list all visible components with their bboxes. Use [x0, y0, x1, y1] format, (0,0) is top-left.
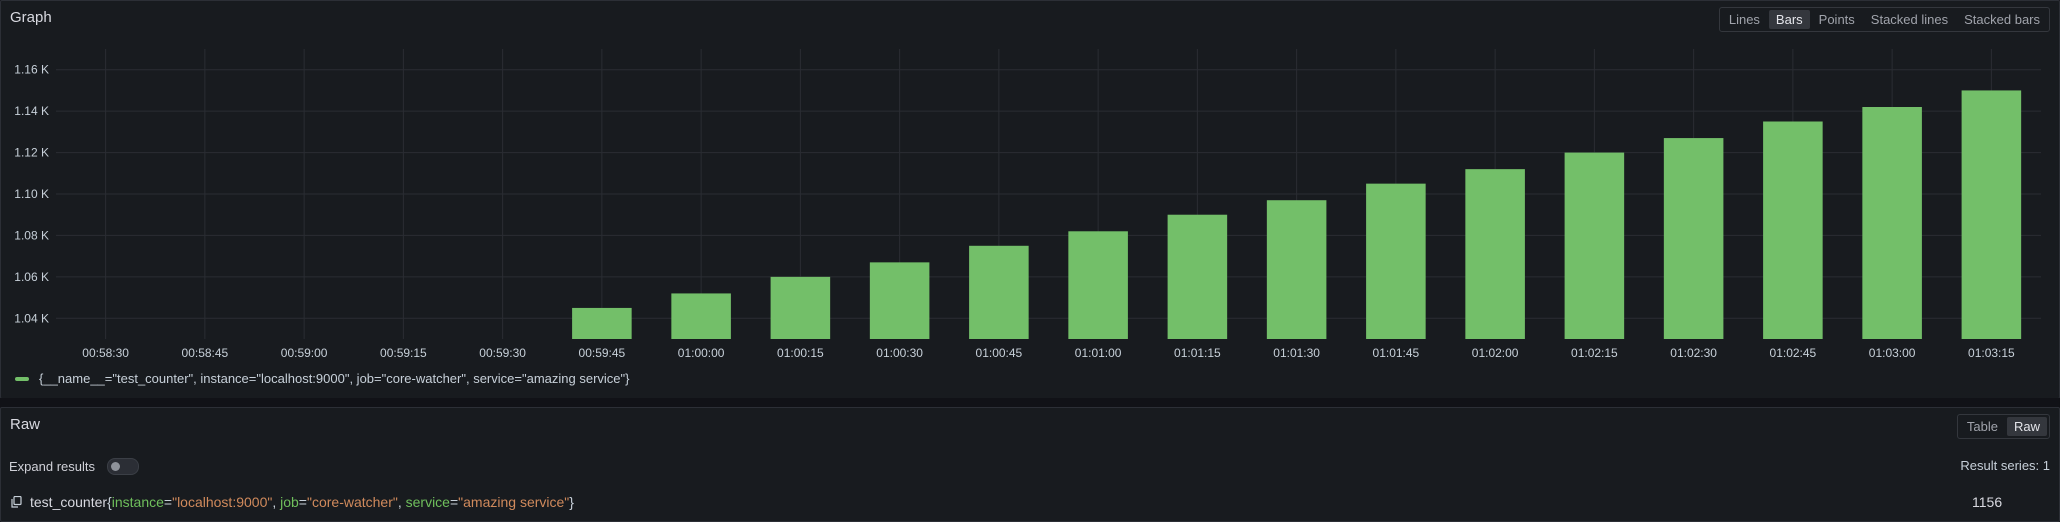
x-tick-label: 00:59:15 — [380, 346, 427, 360]
x-tick-label: 01:01:15 — [1174, 346, 1221, 360]
label-key-service: service — [405, 494, 450, 510]
bar — [671, 293, 731, 339]
series-value: 1156 — [1972, 494, 2003, 510]
bar — [1465, 169, 1525, 339]
x-tick-label: 01:02:45 — [1770, 346, 1817, 360]
y-tick-label: 1.04 K — [14, 311, 49, 325]
label-key-job: job — [280, 494, 299, 510]
x-tick-label: 01:02:00 — [1472, 346, 1519, 360]
bar-chart[interactable]: 1.04 K 1.06 K 1.08 K 1.10 K 1.12 K 1.14 K 1.16… — [1, 41, 2059, 366]
mode-lines-button[interactable]: Lines — [1728, 12, 1760, 27]
bar — [869, 262, 930, 339]
x-tick-label: 01:00:15 — [777, 346, 824, 360]
legend-label: {__name__="test_counter", instance="loca… — [39, 371, 630, 386]
bar — [1068, 231, 1128, 339]
label-value-instance: "localhost:9000" — [172, 494, 273, 510]
x-tick-label: 01:00:00 — [678, 346, 725, 360]
x-tick-label: 00:59:30 — [479, 346, 526, 360]
x-tick-label: 01:00:30 — [876, 346, 923, 360]
chart-legend[interactable]: {__name__="test_counter", instance="loca… — [15, 371, 629, 386]
x-tick-label: 00:59:00 — [281, 346, 328, 360]
x-tick-label: 01:03:15 — [1968, 346, 2015, 360]
x-tick-label: 01:00:45 — [976, 346, 1023, 360]
bar — [1167, 214, 1228, 339]
y-tick-label: 1.14 K — [14, 104, 49, 118]
x-tick-label: 00:59:45 — [579, 346, 626, 360]
x-tick-label: 01:01:45 — [1373, 346, 1420, 360]
series-row: test_counter{instance="localhost:9000", … — [11, 494, 574, 510]
bar — [1663, 138, 1724, 339]
bar — [1862, 107, 1922, 339]
result-series-count: Result series: 1 — [1960, 458, 2050, 473]
series-expression: test_counter{instance="localhost:9000", … — [30, 494, 574, 510]
x-tick-label: 01:01:00 — [1075, 346, 1122, 360]
bar — [969, 245, 1029, 339]
graph-title: Graph — [10, 9, 52, 26]
mode-stacked-bars-button[interactable]: Stacked bars — [1964, 12, 2040, 27]
label-value-job: "core-watcher" — [306, 494, 398, 510]
x-tick-label: 01:03:00 — [1869, 346, 1916, 360]
y-tick-label: 1.16 K — [14, 63, 49, 77]
expand-results-toggle[interactable] — [107, 458, 139, 475]
y-tick-label: 1.06 K — [14, 270, 49, 284]
copy-icon[interactable] — [11, 496, 22, 508]
x-tick-label: 00:58:30 — [82, 346, 129, 360]
raw-mode-switch: Table Raw — [1956, 414, 2050, 439]
x-tick-label: 01:02:30 — [1670, 346, 1717, 360]
x-tick-label: 00:58:45 — [182, 346, 229, 360]
mode-points-button[interactable]: Points — [1818, 12, 1855, 27]
bar — [1564, 152, 1625, 339]
mode-raw-button[interactable]: Raw — [2006, 417, 2047, 436]
mode-stacked-lines-button[interactable]: Stacked lines — [1870, 12, 1949, 27]
raw-panel: Raw Table Raw — [0, 407, 2060, 522]
y-tick-label: 1.08 K — [14, 228, 49, 242]
bar — [1961, 90, 2022, 339]
label-key-instance: instance — [111, 494, 164, 510]
bar — [1763, 121, 1823, 339]
x-tick-label: 01:02:15 — [1571, 346, 1618, 360]
graph-panel: Graph Lines Bars Points Stacked lines St… — [0, 0, 2060, 399]
y-tick-label: 1.10 K — [14, 187, 49, 201]
panel-separator — [0, 398, 2060, 407]
bar — [1266, 200, 1327, 339]
bar — [770, 276, 831, 339]
mode-table-button[interactable]: Table — [1966, 419, 1998, 434]
x-tick-label: 01:01:30 — [1273, 346, 1320, 360]
bar — [572, 307, 632, 339]
bar — [1366, 183, 1426, 339]
legend-swatch — [15, 376, 29, 381]
mode-bars-button[interactable]: Bars — [1768, 10, 1810, 29]
label-value-service: "amazing service" — [458, 494, 570, 510]
raw-title: Raw — [10, 416, 41, 433]
toggle-knob — [111, 462, 120, 471]
expand-results: Expand results — [9, 458, 139, 475]
y-tick-label: 1.12 K — [14, 146, 49, 160]
metric-name: test_counter — [30, 494, 108, 510]
expand-results-label: Expand results — [9, 459, 95, 474]
graph-mode-switch: Lines Bars Points Stacked lines Stacked … — [1718, 7, 2050, 32]
